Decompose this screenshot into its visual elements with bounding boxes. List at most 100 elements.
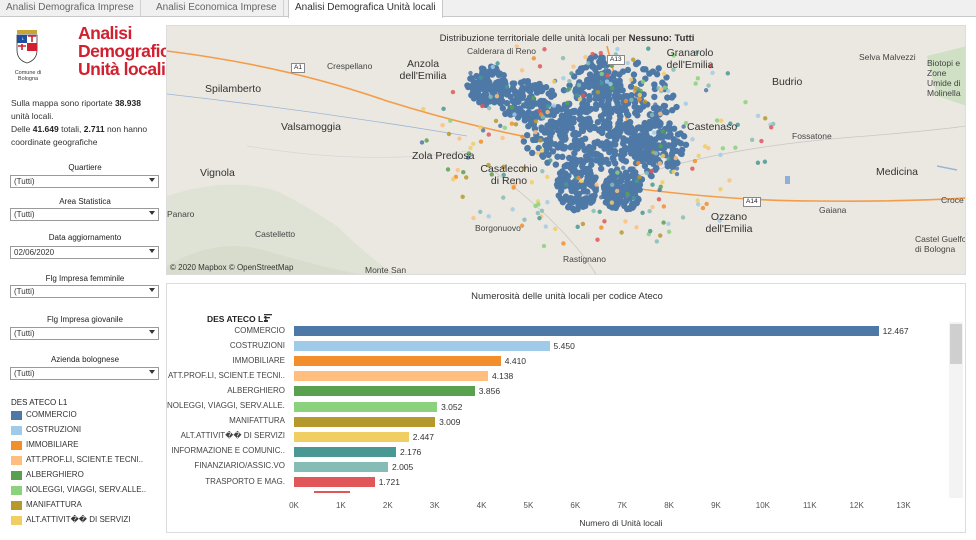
map-panel[interactable]: Distribuzione territoriale delle unità l…	[166, 25, 966, 275]
bar[interactable]	[294, 431, 409, 442]
map-point	[533, 203, 538, 209]
legend-item[interactable]: COMMERCIO	[11, 409, 161, 424]
map-attribution[interactable]: © 2020 Mapbox © OpenStreetMap	[170, 263, 294, 272]
filter-area-statistica-select[interactable]: (Tutti)	[10, 208, 159, 221]
bar-category-label: COMMERCIO	[234, 325, 285, 335]
map-place-label: Valsamoggia	[281, 121, 341, 133]
bar[interactable]	[294, 401, 438, 412]
legend-label: COSTRUZIONI	[26, 425, 82, 434]
bar[interactable]	[294, 416, 436, 427]
map-point	[609, 85, 615, 91]
map-point	[542, 142, 549, 149]
map-point	[606, 95, 613, 103]
bar[interactable]	[294, 341, 550, 352]
map-point	[578, 105, 585, 112]
map-point	[586, 96, 593, 103]
map-point	[566, 178, 572, 183]
map-point	[540, 114, 546, 120]
map-point	[661, 71, 667, 76]
filter-data-aggiornamento-select[interactable]: 02/06/2020	[10, 246, 159, 259]
map-point	[483, 91, 490, 98]
map-point	[561, 144, 569, 151]
map-title-text: Distribuzione territoriale delle unità l…	[439, 33, 629, 44]
map-point	[535, 210, 541, 216]
map-point	[467, 75, 474, 82]
legend-item[interactable]: MANIFATTURA	[11, 499, 161, 514]
map-point	[663, 74, 670, 81]
tab-analisi-demografica-unita-locali[interactable]: Analisi Demografica Unità locali	[288, 0, 443, 18]
chart-scrollbar[interactable]	[949, 322, 963, 498]
map-point	[664, 163, 671, 170]
bar[interactable]	[294, 371, 489, 382]
svg-text:L: L	[22, 36, 25, 41]
map-point	[537, 108, 542, 113]
map-place-label: Castel Guelfo di Bologna	[915, 234, 966, 254]
map-place-label: Borgonuovo	[475, 223, 521, 233]
tab-analisi-demografica-imprese[interactable]: Analisi Demografica Imprese	[0, 0, 141, 17]
legend-item[interactable]: NOLEGGI, VIAGGI, SERV.ALLE..	[11, 484, 161, 499]
sort-icon[interactable]	[264, 314, 272, 322]
bar-category-label: COSTRUZIONI	[229, 340, 285, 350]
map-point	[581, 146, 588, 154]
x-axis-tick: 4K	[476, 501, 487, 510]
tab-analisi-economica-imprese[interactable]: Analisi Economica Imprese	[150, 0, 284, 17]
bar[interactable]	[294, 356, 501, 367]
map-point	[560, 87, 568, 94]
map-point	[615, 170, 620, 175]
map-point	[603, 179, 610, 186]
legend-item[interactable]: ATT.PROF.LI, SCIENT.E TECNI..	[11, 454, 161, 469]
map-point	[493, 118, 499, 124]
map-point	[571, 64, 576, 69]
map-point	[653, 71, 661, 78]
map-point	[664, 94, 671, 101]
map-point	[671, 67, 676, 72]
map-point	[543, 147, 550, 155]
map-point	[599, 58, 607, 65]
filter-impresa-giovanile-select[interactable]: (Tutti)	[10, 327, 159, 340]
map-point	[519, 68, 525, 73]
map-point	[522, 217, 527, 222]
map-point	[562, 171, 569, 179]
map-point	[585, 61, 591, 66]
scrollbar-thumb[interactable]	[950, 324, 962, 364]
map-point	[579, 183, 586, 190]
bar[interactable]	[294, 326, 879, 336]
legend-swatch	[11, 501, 22, 510]
map-place-name: Ozzano dell'Emilia	[705, 211, 753, 235]
map-point	[616, 117, 624, 124]
map-point	[465, 155, 471, 160]
map-point	[455, 167, 460, 173]
legend-item[interactable]: ALBERGHIERO	[11, 469, 161, 484]
legend-item[interactable]: ALT.ATTIVIT�� DI SERVIZI	[11, 514, 161, 529]
map-point	[647, 208, 652, 214]
map-point	[660, 180, 665, 185]
bar-category-label: MANIFATTURA	[229, 416, 285, 426]
map-point	[460, 194, 465, 199]
legend-item[interactable]: COSTRUZIONI	[11, 424, 161, 439]
bar[interactable]	[294, 477, 375, 487]
road-label: A13	[607, 55, 625, 65]
map-canvas[interactable]	[167, 26, 966, 275]
x-axis-tick: 7K	[617, 501, 628, 510]
legend-label: ALT.ATTIVIT�� DI SERVIZI	[26, 515, 131, 524]
bar[interactable]	[294, 461, 388, 472]
map-point	[640, 66, 647, 73]
filter-quartiere-select[interactable]: (Tutti)	[10, 175, 159, 188]
legend-item[interactable]: IMMOBILIARE	[11, 439, 161, 454]
filter-value: (Tutti)	[14, 287, 35, 296]
filter-impresa-femminile-select[interactable]: (Tutti)	[10, 285, 159, 298]
bar[interactable]	[294, 386, 475, 397]
filter-value: 02/06/2020	[14, 248, 55, 257]
bar[interactable]	[294, 446, 397, 457]
info-text: totali,	[58, 124, 84, 134]
filter-azienda-bolognese-select[interactable]: (Tutti)	[10, 367, 159, 380]
map-point	[666, 131, 673, 139]
map-point	[471, 215, 476, 221]
map-point	[543, 224, 548, 229]
map-point	[569, 168, 576, 175]
logo-title-line-3: Unità locali	[78, 59, 166, 79]
map-point	[666, 229, 672, 234]
map-point	[651, 81, 658, 88]
map-place-label: Selva Malvezzi	[859, 52, 916, 62]
logo-city-name: Comune di Bologna	[14, 70, 42, 82]
